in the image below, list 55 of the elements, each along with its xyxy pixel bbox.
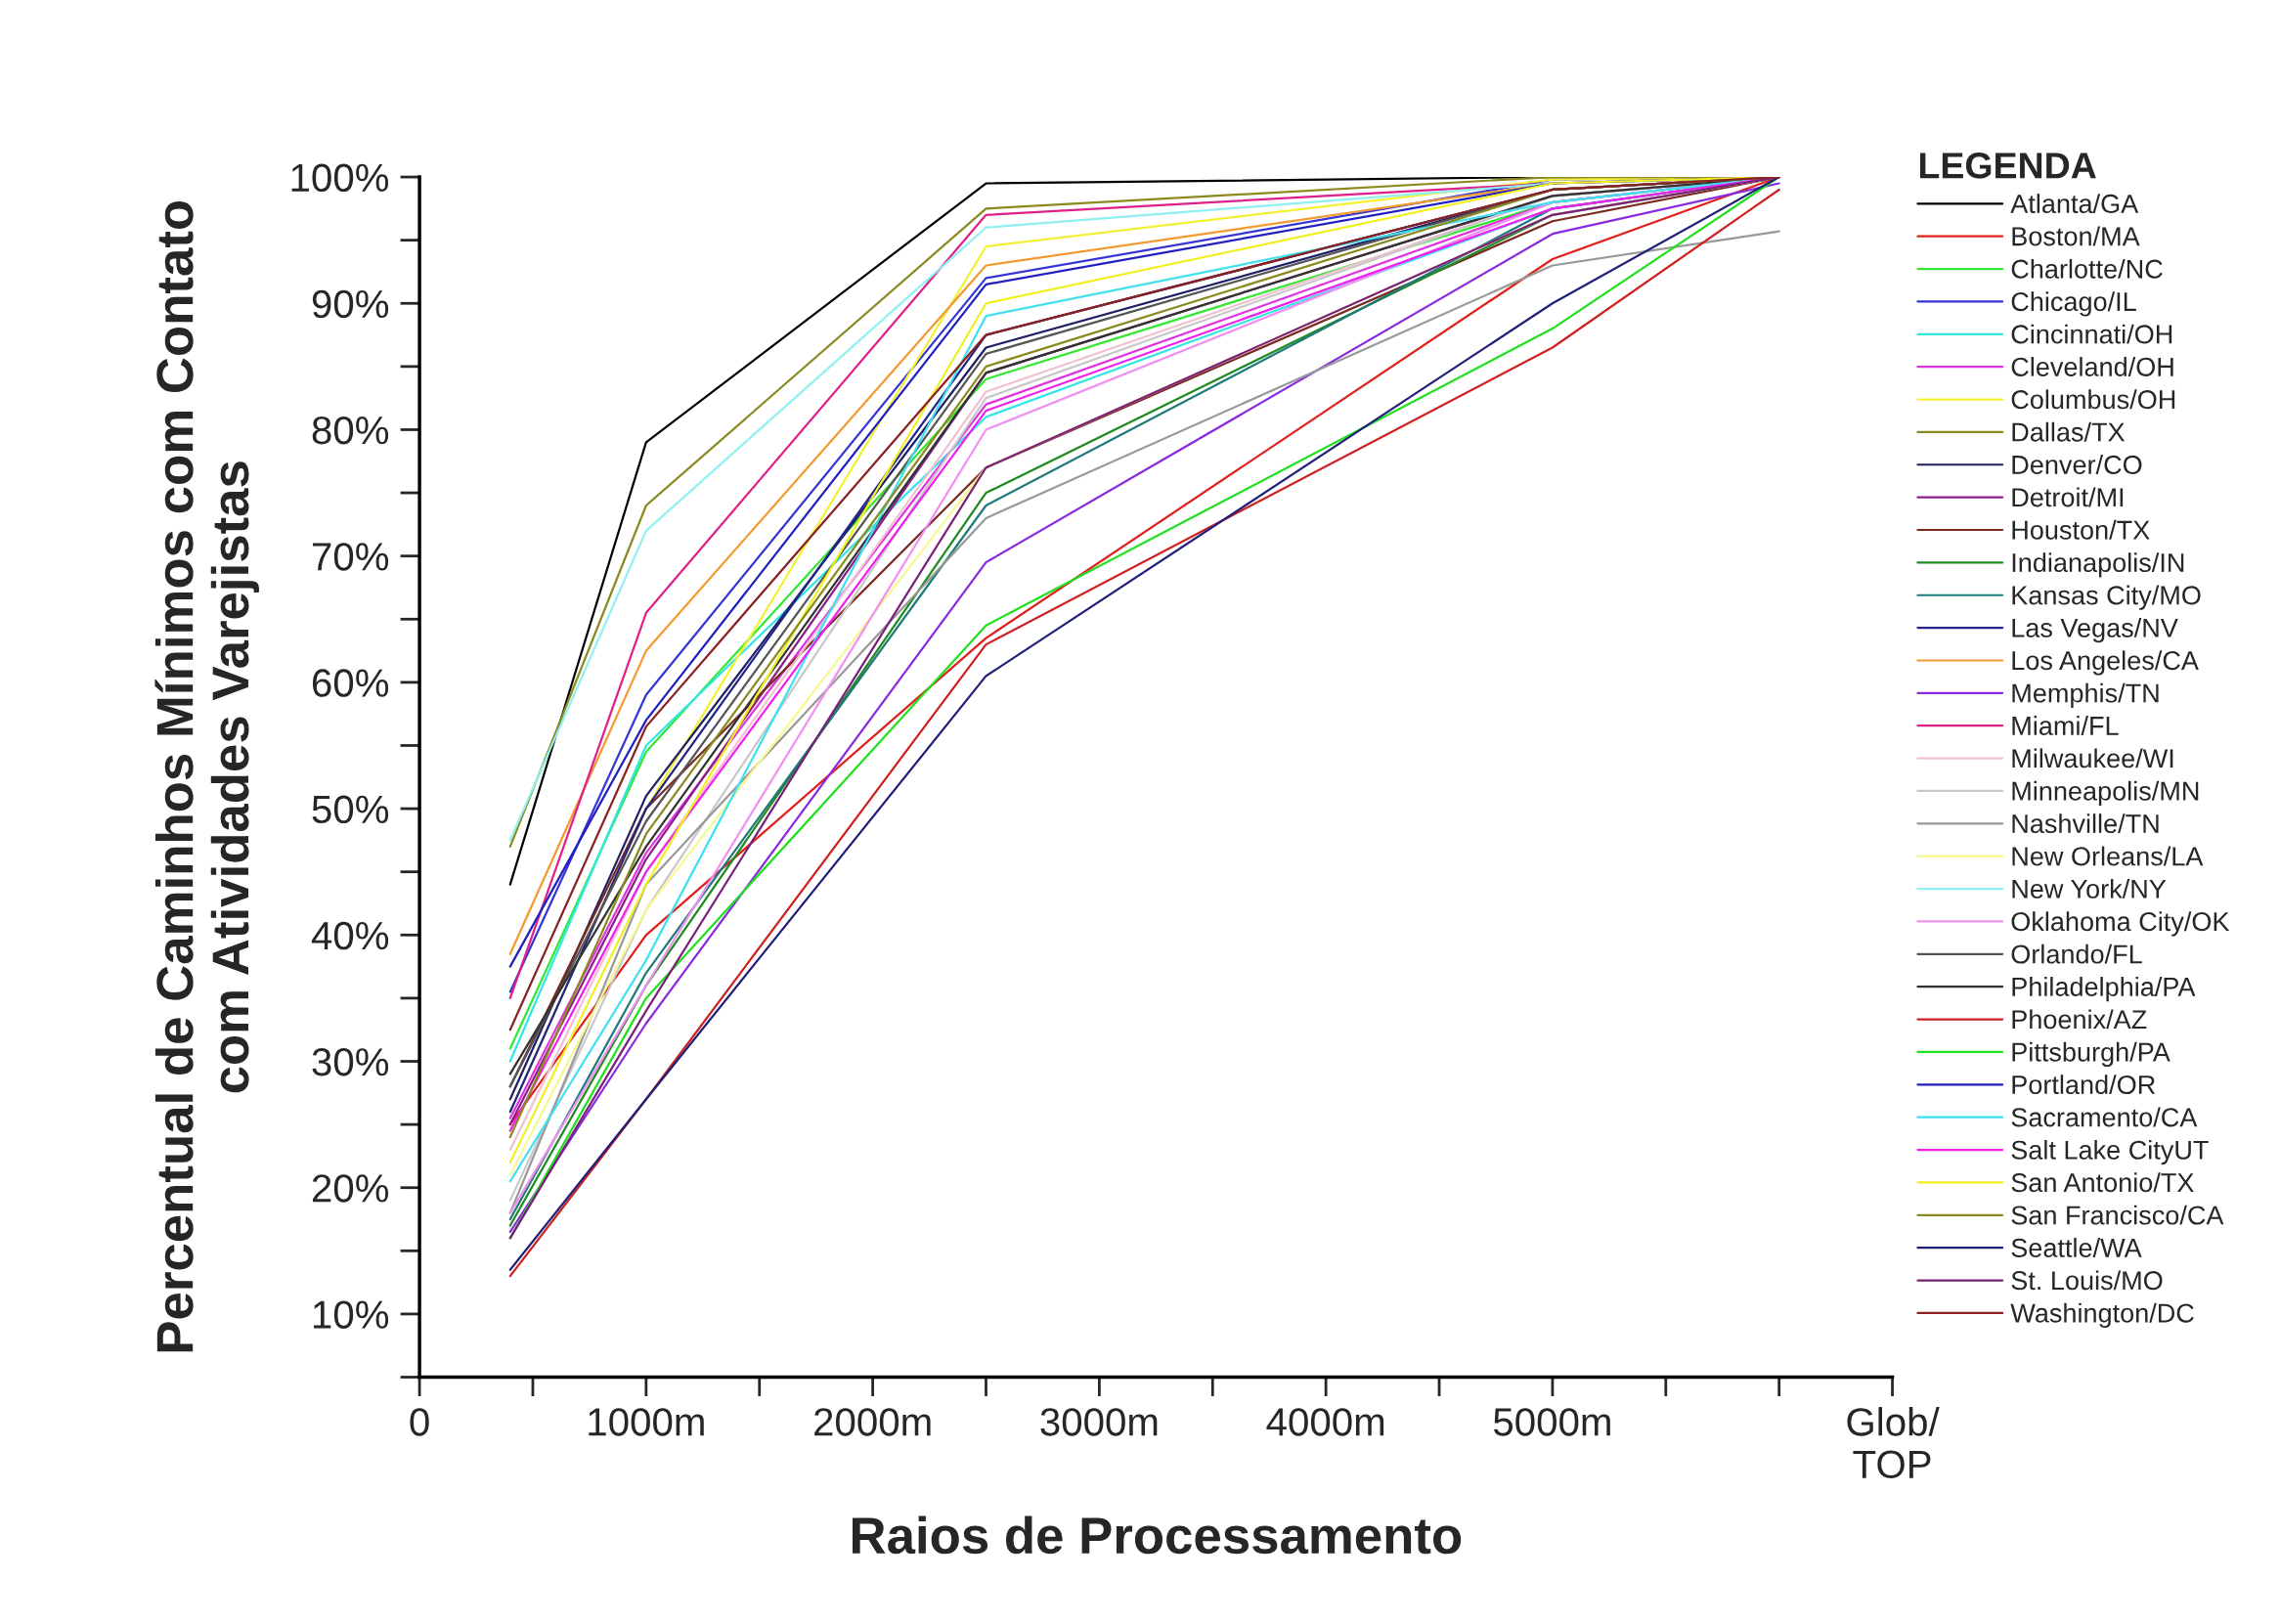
y-tick-label: 90% bbox=[312, 289, 389, 319]
legend-label: Atlanta/GA bbox=[2010, 194, 2139, 214]
legend-label: Dallas/TX bbox=[2012, 421, 2126, 442]
x-tick-label: 4000m bbox=[1266, 1408, 1384, 1436]
legend-label: Salt Lake CityUT bbox=[2011, 1139, 2209, 1165]
legend-label: San Antonio/TX bbox=[2011, 1172, 2194, 1193]
y-tick-label: 70% bbox=[312, 543, 389, 571]
legend-label: Indianapolis/IN bbox=[2012, 552, 2184, 578]
legend-label: Los Angeles/CA bbox=[2012, 650, 2199, 676]
legend-label: Orlando/FL bbox=[2011, 944, 2142, 964]
legend-label: Washington/DC bbox=[2010, 1302, 2194, 1329]
x-tick-label: 2000m bbox=[814, 1408, 931, 1436]
legend-label: Phoenix/AZ bbox=[2012, 1009, 2147, 1030]
x-tick-label: 5000m bbox=[1493, 1408, 1610, 1436]
legend-label: Cincinnati/OH bbox=[2011, 324, 2172, 344]
legend-label: Nashville/TN bbox=[2012, 813, 2159, 834]
legend-label: Boston/MA bbox=[2012, 226, 2140, 246]
x-tick-label: 1000m bbox=[589, 1408, 704, 1436]
y-tick-label: 30% bbox=[312, 1047, 389, 1076]
y-tick-label: 50% bbox=[312, 795, 389, 824]
legend-label: Denver/CO bbox=[2012, 455, 2142, 475]
y-tick-label: 10% bbox=[313, 1300, 389, 1329]
legend-label: Memphis/TN bbox=[2012, 682, 2159, 708]
y-tick-label: 40% bbox=[311, 921, 389, 950]
legend-label: Cleveland/OH bbox=[2011, 357, 2173, 376]
legend-label: New York/NY bbox=[2012, 878, 2167, 899]
legend-label: Miami/FL bbox=[2012, 716, 2119, 735]
y-tick-label: 20% bbox=[312, 1174, 389, 1203]
legend-label: Detroit/MI bbox=[2012, 487, 2124, 507]
legend-label: Minneapolis/MN bbox=[2012, 780, 2199, 807]
legend-title: LEGENDA bbox=[1919, 153, 2096, 179]
x-tick-label: 3000m bbox=[1040, 1408, 1158, 1436]
y-tick-label: 60% bbox=[312, 669, 389, 697]
x-tick-label: 0 bbox=[410, 1408, 429, 1436]
legend-label: New Orleans/LA bbox=[2012, 846, 2204, 866]
legend-label: Seattle/WA bbox=[2011, 1238, 2142, 1257]
legend-label: Philadelphia/PA bbox=[2012, 977, 2196, 1002]
y-tick-label: 100% bbox=[291, 163, 389, 193]
y-tick-label: 80% bbox=[312, 416, 389, 445]
legend-label: San Francisco/CA bbox=[2011, 1205, 2224, 1225]
legend-label: Columbus/OH bbox=[2011, 389, 2175, 410]
legend-label: Las Vegas/NV bbox=[2012, 617, 2178, 643]
x-axis-title: Raios de Processamento bbox=[853, 1515, 1462, 1555]
legend-label: Oklahoma City/OK bbox=[2011, 911, 2230, 937]
legend-label: Pittsburgh/PA bbox=[2012, 1041, 2170, 1068]
legend-label: Kansas City/MO bbox=[2012, 585, 2201, 610]
x-tick-label: Glob/ TOP bbox=[1847, 1407, 1940, 1479]
legend-label: Sacramento/CA bbox=[2011, 1107, 2198, 1127]
legend-label: Houston/TX bbox=[2012, 519, 2150, 540]
legend-label: Portland/OR bbox=[2012, 1075, 2156, 1095]
legend-label: St. Louis/MO bbox=[2011, 1270, 2163, 1291]
legend-label: Chicago/IL bbox=[2011, 291, 2136, 317]
legend-label: Milwaukee/WI bbox=[2012, 748, 2173, 768]
y-axis-title: Percentual de Caminhos Mínimos com Contato com Atividades Varejistas bbox=[154, 200, 259, 1352]
legend-label: Charlotte/NC bbox=[2011, 258, 2163, 279]
